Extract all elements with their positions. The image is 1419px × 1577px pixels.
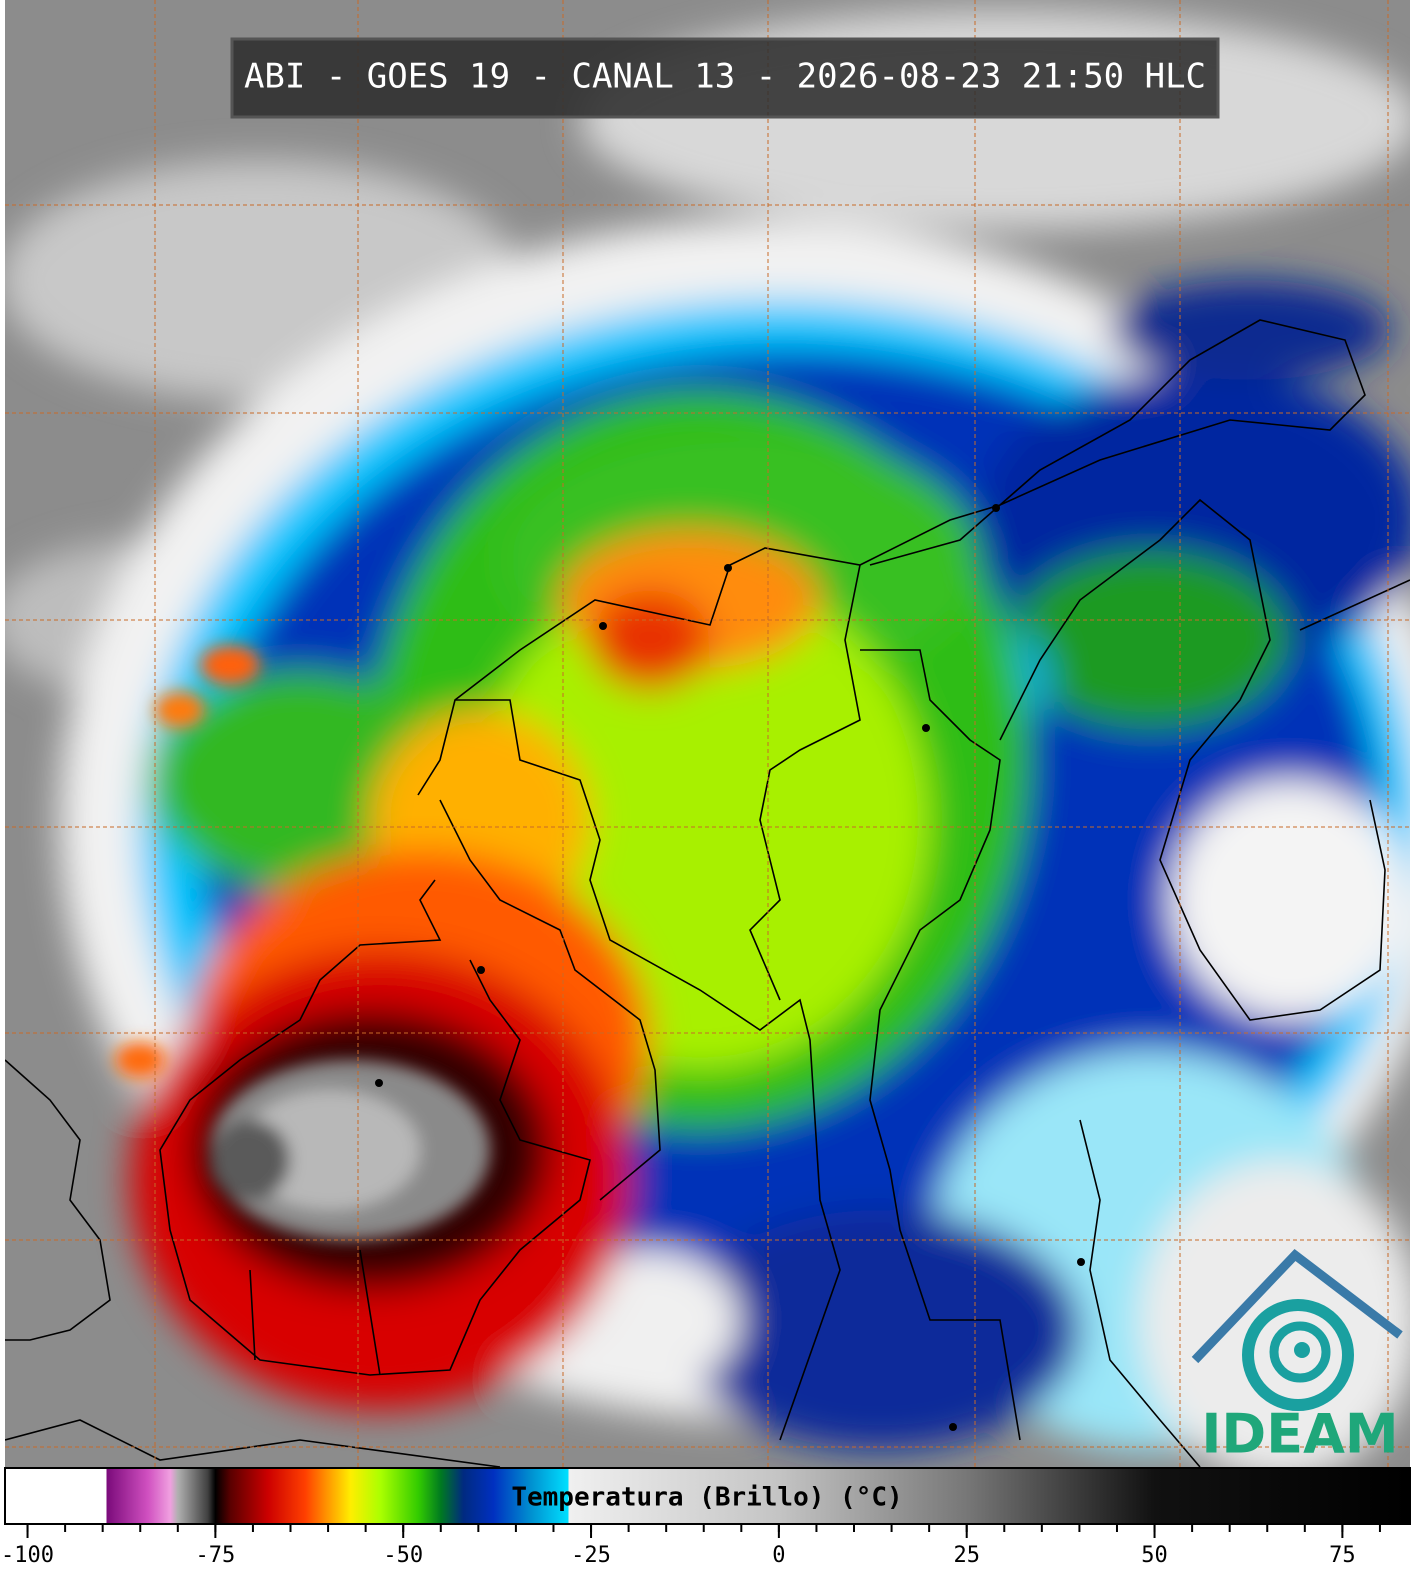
- logo-text: IDEAM: [1201, 1403, 1398, 1466]
- colorbar-axis: -100 -75 -50 -25 0 25 50 75: [1, 1525, 1381, 1568]
- tick-label: -100: [1, 1543, 54, 1568]
- colorbar: [4, 1467, 1411, 1525]
- title: ABI - GOES 19 - CANAL 13 - 2026-08-23 21…: [244, 57, 1206, 97]
- title-box: [230, 37, 1220, 119]
- tick-label: -50: [383, 1543, 423, 1568]
- cities: [375, 504, 1085, 1431]
- tick-label: -25: [571, 1543, 611, 1568]
- tick-label: 50: [1141, 1543, 1168, 1568]
- tick-label: 75: [1329, 1543, 1356, 1568]
- colorbar-label: Temperatura (Brillo) (°C): [511, 1483, 902, 1513]
- tick-label: 25: [953, 1543, 980, 1568]
- borders: [5, 319, 1410, 1467]
- tick-label: -75: [195, 1543, 235, 1568]
- logo: IDEAM: [1191, 1248, 1403, 1466]
- tick-label: 0: [772, 1543, 785, 1568]
- graticule: [5, 0, 1410, 1467]
- satellite-image: IDEAM: [5, 0, 1410, 1467]
